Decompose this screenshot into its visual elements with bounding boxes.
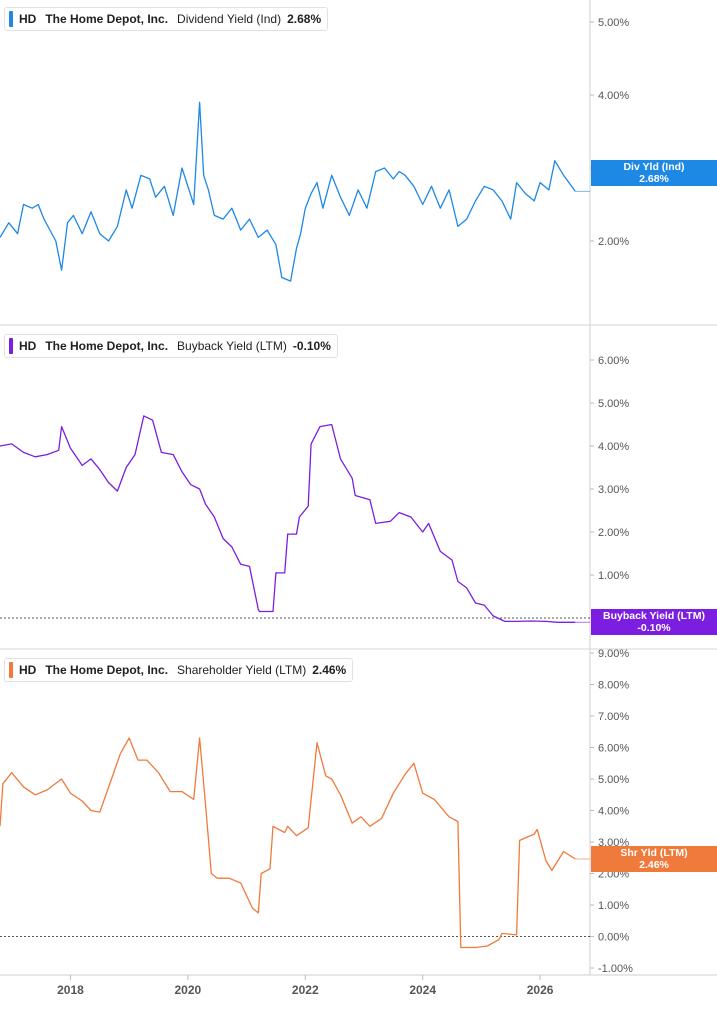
y-tick-label: 9.00%	[598, 648, 629, 660]
legend-company: The Home Depot, Inc.	[45, 663, 169, 677]
legend-company: The Home Depot, Inc.	[45, 12, 169, 26]
legend-shareholder-yield[interactable]: HD The Home Depot, Inc. Shareholder Yiel…	[4, 658, 354, 682]
x-tick-label: 2024	[409, 983, 436, 997]
y-tick-label: 7.00%	[598, 711, 629, 723]
legend-ticker: HD	[19, 12, 37, 26]
y-tick-label: 4.00%	[598, 441, 629, 453]
legend-company: The Home Depot, Inc.	[45, 339, 169, 353]
legend-metric: Shareholder Yield (LTM)	[177, 663, 307, 677]
y-tick-label: 6.00%	[598, 355, 629, 367]
y-tick-label: 1.00%	[598, 900, 629, 912]
legend-value: -0.10%	[292, 339, 331, 353]
y-tick-label: 2.00%	[598, 527, 629, 539]
badge-buyback-yield: Buyback Yield (LTM) -0.10%	[591, 609, 717, 635]
y-tick-label: 5.00%	[598, 774, 629, 786]
badge-label: Div Yld (Ind)	[623, 161, 685, 173]
y-tick-label: 8.00%	[598, 680, 629, 692]
x-tick-label: 2018	[57, 983, 84, 997]
y-tick-label: 2.00%	[598, 236, 629, 248]
badge-label: Shr Yld (LTM)	[620, 847, 688, 859]
y-tick-label: 4.00%	[598, 806, 629, 818]
series-line	[0, 415, 576, 623]
legend-ticker: HD	[19, 339, 37, 353]
legend-metric: Dividend Yield (Ind)	[177, 12, 282, 26]
y-tick-label: 3.00%	[598, 484, 629, 496]
series-line	[0, 101, 576, 282]
badge-label: Buyback Yield (LTM)	[603, 610, 705, 622]
x-tick-label: 2026	[527, 983, 554, 997]
badge-dividend-yield: Div Yld (Ind) 2.68%	[591, 160, 717, 186]
legend-dividend-yield[interactable]: HD The Home Depot, Inc. Dividend Yield (…	[4, 7, 329, 31]
legend-value: 2.68%	[287, 12, 322, 26]
y-tick-label: 0.00%	[598, 932, 629, 944]
series-color-swatch	[9, 11, 13, 27]
series-color-swatch	[9, 662, 13, 678]
y-tick-label: 1.00%	[598, 570, 629, 582]
y-tick-label: 4.00%	[598, 90, 629, 102]
legend-ticker: HD	[19, 663, 37, 677]
x-tick-label: 2020	[175, 983, 202, 997]
badge-shareholder-yield: Shr Yld (LTM) 2.46%	[591, 846, 717, 872]
y-tick-label: 5.00%	[598, 17, 629, 29]
y-tick-label: 5.00%	[598, 398, 629, 410]
legend-value: 2.46%	[312, 663, 347, 677]
badge-value: 2.46%	[639, 859, 669, 871]
badge-value: -0.10%	[637, 622, 671, 634]
series-color-swatch	[9, 338, 13, 354]
y-tick-label: 6.00%	[598, 743, 629, 755]
y-tick-label: -1.00%	[598, 963, 633, 975]
legend-buyback-yield[interactable]: HD The Home Depot, Inc. Buyback Yield (L…	[4, 334, 338, 358]
badge-value: 2.68%	[639, 173, 669, 185]
series-line	[0, 737, 576, 949]
legend-metric: Buyback Yield (LTM)	[177, 339, 287, 353]
x-tick-label: 2022	[292, 983, 319, 997]
